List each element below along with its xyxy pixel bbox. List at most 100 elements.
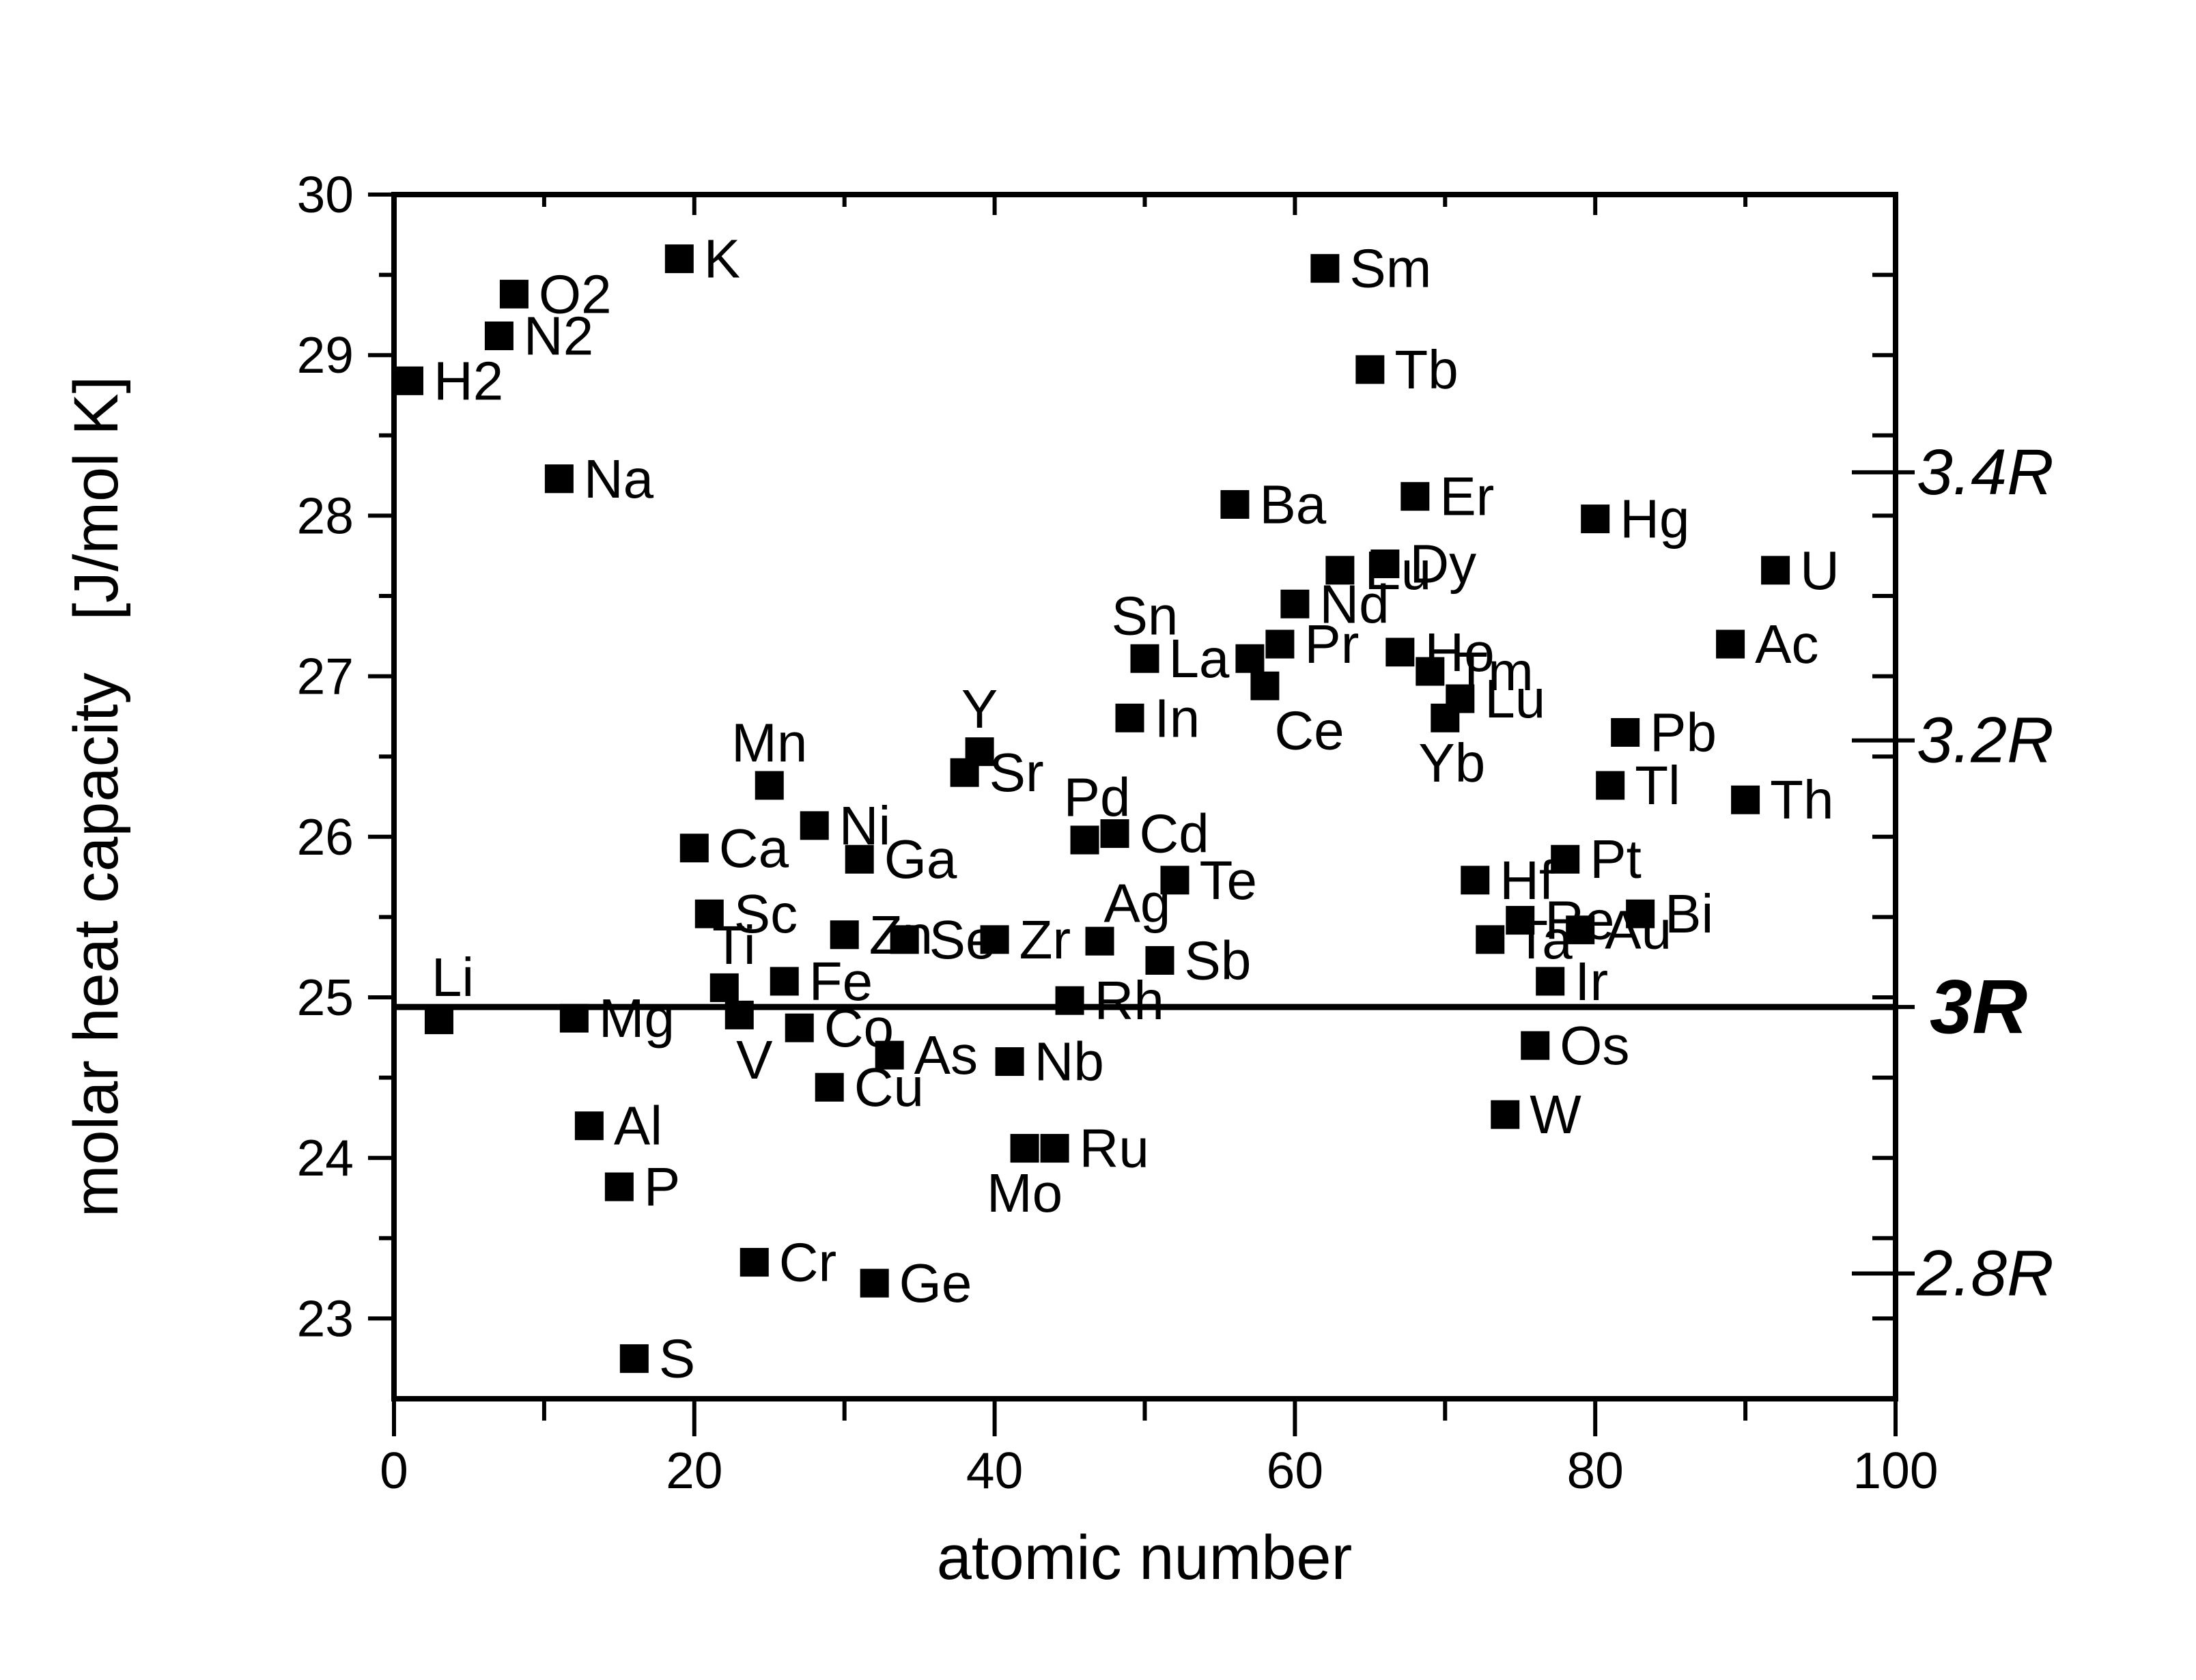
marker-Sb (1145, 945, 1174, 975)
marker-Li (424, 1005, 453, 1034)
marker-Ti (709, 973, 739, 1002)
marker-Tl (1596, 771, 1625, 800)
data-point-Pd: Pd (1064, 767, 1130, 855)
y-tick-label: 27 (297, 648, 354, 705)
data-point-Os: Os (1521, 1015, 1629, 1076)
point-label-Li: Li (432, 947, 474, 1008)
point-label-Ba: Ba (1259, 474, 1326, 535)
data-point-S: S (619, 1328, 695, 1389)
point-label-Bi: Bi (1665, 883, 1713, 944)
y-tick-label: 28 (297, 487, 354, 544)
data-point-Fe: Fe (770, 951, 873, 1012)
point-label-Pr: Pr (1304, 614, 1359, 674)
points-layer: H2LiN2O2NaMgAlPSKCaScTiVCrMnFeCoNiCuZnGa… (394, 229, 1840, 1389)
data-point-V: V (724, 1000, 773, 1090)
marker-Ba (1220, 489, 1250, 519)
point-label-As: As (914, 1025, 978, 1085)
y-tick-label: 30 (297, 166, 354, 223)
point-label-Ge: Ge (899, 1253, 972, 1313)
marker-Ac (1716, 629, 1745, 659)
data-point-N2: N2 (484, 305, 593, 366)
data-point-H2: H2 (394, 350, 503, 411)
point-label-Pt: Pt (1590, 829, 1642, 889)
marker-N2 (484, 321, 513, 350)
point-label-Cr: Cr (779, 1232, 836, 1293)
point-label-N2: N2 (524, 305, 593, 366)
marker-Tb (1355, 355, 1385, 384)
data-point-Ge: Ge (860, 1253, 972, 1313)
data-point-Yb: Yb (1418, 703, 1485, 793)
point-label-Tl: Tl (1635, 755, 1680, 816)
x-tick-label: 40 (966, 1442, 1023, 1499)
marker-Th (1731, 785, 1760, 814)
marker-Ge (860, 1268, 889, 1298)
point-label-Hg: Hg (1620, 489, 1689, 550)
x-tick-label: 60 (1267, 1442, 1323, 1499)
data-point-Lu: Lu (1446, 668, 1545, 729)
data-point-O2: O2 (499, 264, 612, 324)
data-point-Au: Au (1566, 900, 1672, 960)
point-label-Ru: Ru (1080, 1118, 1149, 1179)
point-label-Na: Na (584, 449, 654, 509)
point-label-Ti: Ti (712, 915, 756, 976)
x-axis-title: atomic number (937, 1523, 1352, 1593)
data-point-Sc: Sc (694, 883, 798, 944)
data-point-Te: Te (1160, 850, 1257, 911)
marker-Ga (845, 844, 874, 874)
marker-Hf (1461, 866, 1490, 895)
data-point-Hf: Hf (1461, 850, 1555, 911)
point-label-Te: Te (1199, 850, 1257, 911)
point-label-Ga: Ga (884, 829, 957, 889)
data-point-Sm: Sm (1310, 238, 1431, 299)
point-label-Dy: Dy (1409, 533, 1476, 594)
data-point-Pb: Pb (1611, 702, 1717, 763)
marker-Rh (1055, 986, 1084, 1015)
point-label-Al: Al (614, 1096, 662, 1156)
marker-Na (544, 464, 574, 494)
y-tick-label: 25 (297, 969, 354, 1026)
marker-Cu (815, 1072, 844, 1102)
r-axis-label-3.2R: 3.2R (1917, 704, 2054, 777)
data-point-Ag: Ag (1085, 873, 1170, 956)
y-tick-label: 26 (297, 808, 354, 866)
data-point-P: P (604, 1156, 680, 1217)
marker-Ir (1536, 967, 1565, 996)
y-tick-label: 29 (297, 326, 354, 384)
point-label-Sn: Sn (1112, 586, 1179, 646)
marker-Te (1160, 866, 1190, 895)
marker-Fe (770, 967, 799, 996)
point-label-Mo: Mo (987, 1163, 1062, 1223)
data-point-Ce: Ce (1250, 671, 1345, 761)
marker-Y (965, 737, 994, 767)
marker-O2 (499, 279, 529, 309)
data-point-Nb: Nb (995, 1031, 1104, 1092)
marker-As (875, 1040, 904, 1070)
marker-Eu (1325, 556, 1355, 585)
point-label-Yb: Yb (1418, 732, 1485, 793)
data-point-Ga: Ga (845, 829, 957, 889)
data-point-Sn: Sn (1112, 586, 1179, 673)
marker-Sm (1310, 254, 1340, 283)
data-point-Sr: Sr (950, 742, 1044, 803)
marker-Ru (1040, 1134, 1069, 1163)
marker-Se (890, 925, 919, 954)
data-point-Cd: Cd (1100, 803, 1209, 864)
marker-Cd (1100, 819, 1129, 849)
marker-V (724, 1000, 754, 1029)
r-axis-label-3.4R: 3.4R (1917, 436, 2054, 509)
point-label-Th: Th (1770, 769, 1833, 830)
point-label-Sb: Sb (1184, 930, 1251, 991)
x-tick-label: 100 (1853, 1442, 1938, 1499)
marker-Pr (1265, 629, 1295, 659)
marker-Pd (1070, 825, 1099, 855)
point-label-Nb: Nb (1034, 1031, 1104, 1092)
marker-Sn (1130, 644, 1159, 673)
x-tick-label: 0 (380, 1442, 408, 1499)
point-label-W: W (1530, 1084, 1581, 1145)
point-label-P: P (644, 1156, 680, 1217)
data-point-Th: Th (1731, 769, 1833, 830)
data-point-Ta: Ta (1476, 909, 1573, 970)
marker-Ho (1385, 638, 1415, 667)
point-label-Sr: Sr (989, 742, 1044, 803)
data-point-Ba: Ba (1220, 474, 1327, 535)
